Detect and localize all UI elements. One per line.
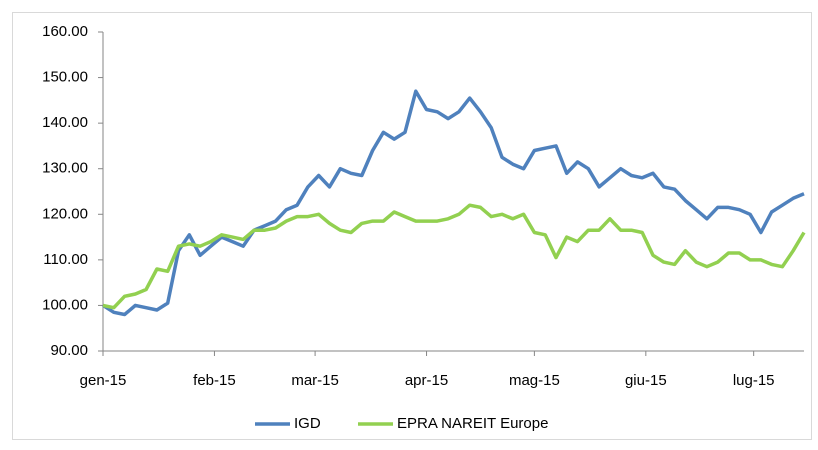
x-tick-label: lug-15 xyxy=(733,372,775,389)
series-line xyxy=(102,89,805,317)
y-tick-label: 140.00 xyxy=(42,114,88,131)
x-tick-label: gen-15 xyxy=(80,372,127,389)
y-tick-label: 100.00 xyxy=(42,296,88,313)
series-line xyxy=(102,203,806,310)
x-tick-label: mar-15 xyxy=(291,372,339,389)
y-tick-label: 90.00 xyxy=(50,342,88,359)
x-tick-label: feb-15 xyxy=(193,372,236,389)
x-tick-label: mag-15 xyxy=(509,372,560,389)
legend-label: IGD xyxy=(294,415,321,432)
x-tick-label: apr-15 xyxy=(405,372,448,389)
y-tick-label: 160.00 xyxy=(42,23,88,40)
x-tick-label: giu-15 xyxy=(625,372,667,389)
y-tick-label: 120.00 xyxy=(42,205,88,222)
chart-frame xyxy=(12,12,812,440)
y-tick-label: 150.00 xyxy=(42,69,88,86)
y-tick-label: 110.00 xyxy=(43,251,88,268)
legend-label: EPRA NAREIT Europe xyxy=(397,415,548,432)
y-tick-label: 130.00 xyxy=(42,160,88,177)
